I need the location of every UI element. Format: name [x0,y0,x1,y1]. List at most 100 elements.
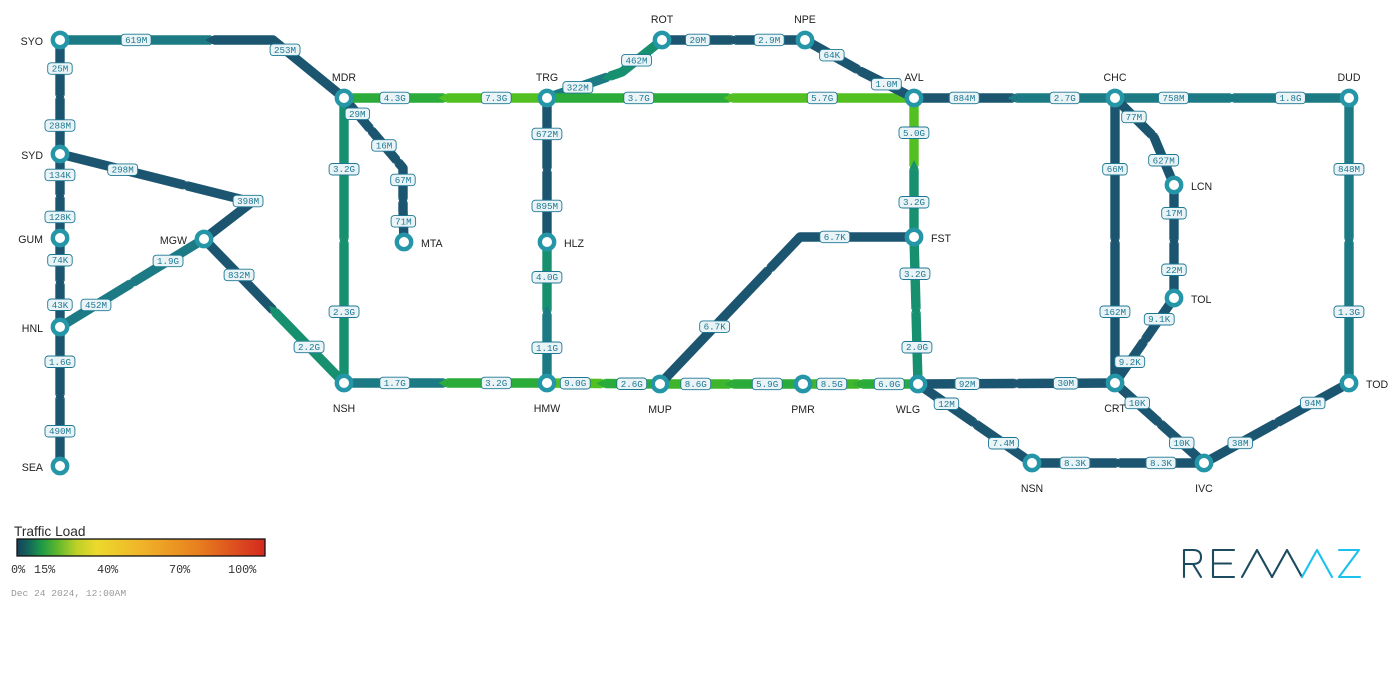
svg-text:253M: 253M [274,45,296,56]
svg-text:HMW: HMW [534,403,560,415]
svg-text:29M: 29M [349,109,366,120]
svg-text:7.4M: 7.4M [992,438,1014,449]
svg-text:10K: 10K [1174,438,1191,449]
svg-text:288M: 288M [49,121,71,132]
svg-text:ROT: ROT [651,14,674,26]
svg-text:462M: 462M [625,55,647,66]
svg-text:SYO: SYO [21,36,43,48]
svg-text:HLZ: HLZ [564,238,585,250]
svg-text:6.7K: 6.7K [704,322,727,333]
svg-text:398M: 398M [237,196,259,207]
svg-text:848M: 848M [1338,164,1360,175]
svg-text:SEA: SEA [22,462,44,474]
svg-text:12M: 12M [938,399,955,410]
svg-text:94M: 94M [1305,398,1322,409]
svg-text:92M: 92M [959,379,976,390]
svg-text:9.2K: 9.2K [1119,357,1142,368]
svg-text:3.2G: 3.2G [903,197,925,208]
svg-text:20M: 20M [690,35,707,46]
svg-text:1.6G: 1.6G [49,357,71,368]
svg-text:NSH: NSH [333,403,355,415]
svg-text:832M: 832M [228,270,250,281]
svg-text:NSN: NSN [1021,483,1043,495]
svg-text:PMR: PMR [791,404,815,416]
svg-text:627M: 627M [1153,155,1175,166]
svg-text:895M: 895M [536,201,558,212]
svg-text:FST: FST [931,233,952,245]
svg-text:9.0G: 9.0G [564,378,586,389]
svg-text:MUP: MUP [648,404,672,416]
svg-text:6.0G: 6.0G [878,379,900,390]
svg-text:CHC: CHC [1104,72,1127,84]
svg-text:8.3K: 8.3K [1150,458,1173,469]
svg-text:43K: 43K [52,300,69,311]
svg-text:128K: 128K [49,212,72,223]
svg-text:2.6G: 2.6G [621,379,643,390]
svg-text:2.0G: 2.0G [906,342,928,353]
svg-text:17M: 17M [1166,208,1183,219]
svg-text:1.9G: 1.9G [157,256,179,267]
svg-text:10K: 10K [1129,398,1146,409]
svg-text:HNL: HNL [22,323,43,335]
svg-text:619M: 619M [125,35,147,46]
svg-text:16M: 16M [376,141,393,152]
svg-text:3.7G: 3.7G [628,93,650,104]
svg-text:SYD: SYD [21,150,43,162]
svg-text:30M: 30M [1058,378,1075,389]
svg-text:3.2G: 3.2G [904,269,926,280]
svg-text:74K: 74K [52,255,69,266]
svg-text:71M: 71M [395,216,412,227]
svg-text:9.1K: 9.1K [1148,314,1171,325]
svg-text:1.0M: 1.0M [875,79,897,90]
svg-text:5.9G: 5.9G [756,379,778,390]
svg-text:758M: 758M [1162,93,1184,104]
svg-text:66M: 66M [1107,164,1124,175]
svg-text:CRT: CRT [1104,403,1126,415]
svg-text:25M: 25M [52,64,69,75]
svg-text:884M: 884M [953,93,975,104]
svg-text:77M: 77M [1126,112,1143,123]
svg-text:7.3G: 7.3G [485,93,507,104]
svg-text:MDR: MDR [332,72,356,84]
svg-text:1.3G: 1.3G [1338,307,1360,318]
svg-text:15%: 15% [34,563,56,577]
svg-text:322M: 322M [567,82,589,93]
svg-text:WLG: WLG [896,404,920,416]
svg-text:AVL: AVL [904,72,923,84]
svg-text:2.3G: 2.3G [333,307,355,318]
svg-text:5.0G: 5.0G [903,128,925,139]
svg-text:8.6G: 8.6G [685,379,707,390]
svg-text:100%: 100% [228,563,257,577]
svg-text:67M: 67M [395,175,412,186]
svg-text:162M: 162M [1104,307,1126,318]
svg-text:4.0G: 4.0G [536,272,558,283]
svg-text:38M: 38M [1232,438,1249,449]
svg-text:IVC: IVC [1195,483,1213,495]
svg-text:134K: 134K [49,170,72,181]
svg-text:1.1G: 1.1G [536,343,558,354]
svg-text:1.7G: 1.7G [384,378,406,389]
svg-text:2.9M: 2.9M [758,35,780,46]
svg-text:22M: 22M [1166,265,1183,276]
svg-text:64K: 64K [824,50,841,61]
svg-text:TOL: TOL [1191,294,1212,306]
svg-text:GUM: GUM [18,234,43,246]
svg-text:Traffic Load: Traffic Load [14,524,86,539]
svg-text:LCN: LCN [1191,181,1212,193]
svg-text:8.3K: 8.3K [1064,458,1087,469]
svg-text:0%: 0% [11,563,26,577]
svg-text:298M: 298M [112,165,134,176]
svg-text:4.3G: 4.3G [384,93,406,104]
svg-text:MTA: MTA [421,238,444,250]
svg-text:5.7G: 5.7G [811,93,833,104]
svg-text:452M: 452M [85,300,107,311]
svg-text:TRG: TRG [536,72,558,84]
svg-text:Dec 24 2024, 12:00AM: Dec 24 2024, 12:00AM [11,588,126,599]
svg-text:8.5G: 8.5G [821,379,843,390]
svg-text:NPE: NPE [794,14,816,26]
svg-text:1.8G: 1.8G [1279,93,1301,104]
svg-text:2.2G: 2.2G [298,342,320,353]
svg-text:6.7K: 6.7K [824,232,847,243]
svg-text:DUD: DUD [1338,72,1361,84]
svg-text:490M: 490M [49,426,71,437]
